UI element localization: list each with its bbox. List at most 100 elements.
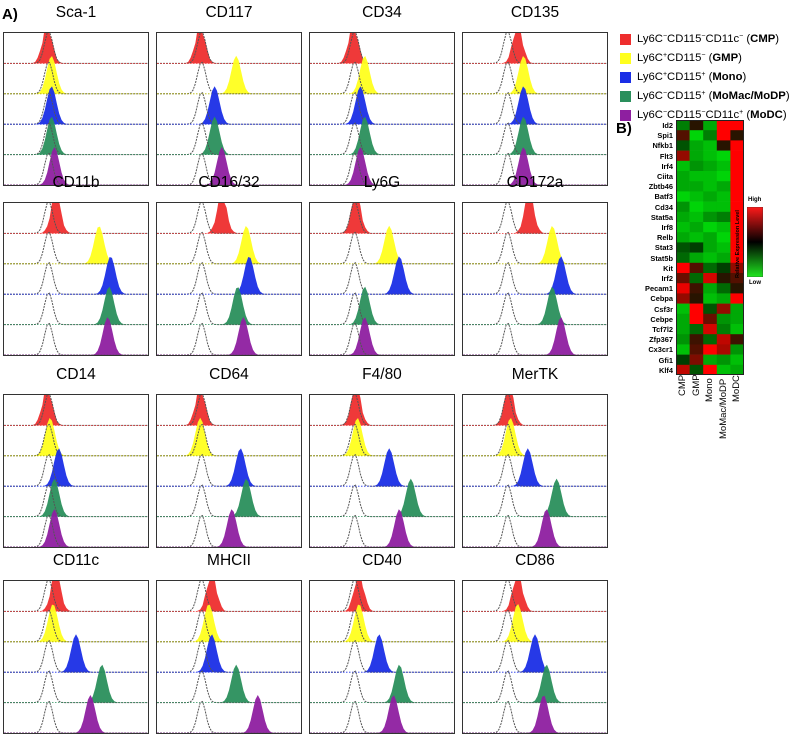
histogram-peak-modc (157, 695, 301, 733)
isotype-control-curve (463, 484, 607, 518)
isotype-control-curve (4, 454, 148, 487)
histogram-svg (463, 581, 607, 733)
heatmap-cell (730, 150, 744, 162)
heatmap-cell (676, 171, 690, 182)
heatmap-cell (676, 201, 690, 213)
isotype-control-curve (463, 231, 607, 265)
histogram-peak-gmp (463, 418, 607, 456)
isotype-control-curve (463, 122, 607, 156)
histogram-svg (310, 395, 454, 547)
histogram-peak-cmp (157, 203, 301, 234)
heatmap-cell (730, 324, 744, 335)
histogram-svg (4, 395, 148, 547)
histogram-peak-mono (463, 634, 607, 673)
heatmap-cell (689, 232, 704, 243)
heatmap-column-label: CMP (677, 374, 688, 396)
isotype-control-curve (463, 423, 607, 457)
isotype-control-curve (463, 395, 607, 426)
heatmap-cell (689, 171, 704, 182)
histogram-peak-modc (310, 695, 454, 733)
histogram-panel (462, 32, 608, 186)
heatmap-cell (703, 120, 718, 131)
histogram-peak-momac (310, 116, 454, 155)
histogram-peak-gmp (157, 55, 301, 94)
isotype-control-curve (4, 61, 148, 95)
heatmap-cell (703, 181, 718, 192)
histogram-panel (462, 580, 608, 734)
heatmap-cell (703, 283, 718, 294)
heatmap-cell (730, 262, 744, 274)
histogram-panel (3, 202, 149, 356)
heatmap-cell (689, 313, 704, 325)
heatmap-cell (703, 140, 718, 151)
histogram-peak-modc (4, 317, 148, 355)
heatmap-cell (716, 334, 731, 345)
heatmap-gene-label: Tcf7l2 (652, 325, 673, 334)
heatmap-cell (716, 364, 731, 375)
heatmap-cell (676, 324, 690, 335)
isotype-control-curve (157, 581, 301, 612)
isotype-control-curve (157, 423, 301, 457)
histogram-peak-modc (4, 509, 148, 547)
heatmap-cell (703, 242, 718, 253)
legend-entry-mono: Ly6C+CD115+ (Mono) (620, 68, 790, 87)
heatmap-cell (703, 262, 718, 274)
histogram-peak-modc (4, 695, 148, 733)
histogram-peak-mono (310, 448, 454, 487)
heatmap-cell (703, 150, 718, 162)
heatmap-gene-label: Batf3 (654, 192, 673, 202)
marker-title: CD40 (362, 552, 402, 569)
heatmap-cell (716, 130, 731, 141)
isotype-control-curve (310, 514, 454, 547)
heatmap-cell (716, 273, 731, 284)
histogram-panel (3, 32, 149, 186)
heatmap-cell (730, 211, 744, 223)
heatmap-cell (730, 303, 744, 315)
isotype-control-curve (4, 33, 148, 64)
marker-title: CD172a (506, 174, 564, 191)
heatmap-cell (676, 211, 690, 223)
heatmap-gene-label: Stat5b (650, 253, 673, 263)
histogram-panel (309, 32, 455, 186)
heatmap-column-label: GMP (690, 373, 702, 396)
isotype-control-curve (310, 423, 454, 457)
histogram-peak-cmp (310, 203, 454, 234)
heatmap-cell (676, 181, 690, 192)
heatmap-gene-label: Pecam1 (645, 284, 673, 294)
heatmap-cell (716, 303, 731, 315)
histogram-peak-gmp (4, 56, 148, 94)
heatmap-cell (703, 252, 718, 264)
histogram-svg (310, 581, 454, 733)
heatmap-cell (689, 273, 704, 284)
histogram-peak-momac (157, 664, 301, 703)
heatmap-cell (703, 171, 718, 182)
marker-title: CD14 (56, 366, 96, 383)
heatmap-cell (730, 293, 744, 304)
heatmap-cell (676, 120, 690, 131)
isotype-control-curve (157, 484, 301, 518)
legend-entry-modc: Ly6C−CD115−CD11c+ (MoDC) (620, 106, 790, 125)
histogram-peak-gmp (310, 56, 454, 94)
histogram-peak-mono (310, 634, 454, 673)
histogram-svg (463, 33, 607, 185)
isotype-control-curve (310, 92, 454, 125)
heatmap-cell (676, 160, 690, 172)
colorbar (747, 207, 763, 277)
isotype-control-curve (310, 581, 454, 612)
heatmap-column-label: MoMac/MoDP (717, 378, 729, 439)
histogram-panel (156, 202, 302, 356)
histogram-peak-mono (4, 257, 148, 295)
isotype-control-curve (157, 395, 301, 426)
heatmap-cell (730, 232, 744, 243)
legend-entry-momac: Ly6C−CD115+ (MoMac/MoDP) (620, 87, 790, 106)
isotype-control-curve (310, 700, 454, 733)
isotype-control-curve (463, 92, 607, 125)
histogram-panel (156, 580, 302, 734)
heatmap-gene-label: Klf4 (659, 365, 673, 375)
heatmap-cell (689, 130, 704, 141)
histogram-peak-momac (4, 116, 148, 155)
isotype-control-curve (310, 322, 454, 355)
heatmap-cell (716, 150, 731, 162)
histogram-peak-gmp (4, 418, 148, 456)
